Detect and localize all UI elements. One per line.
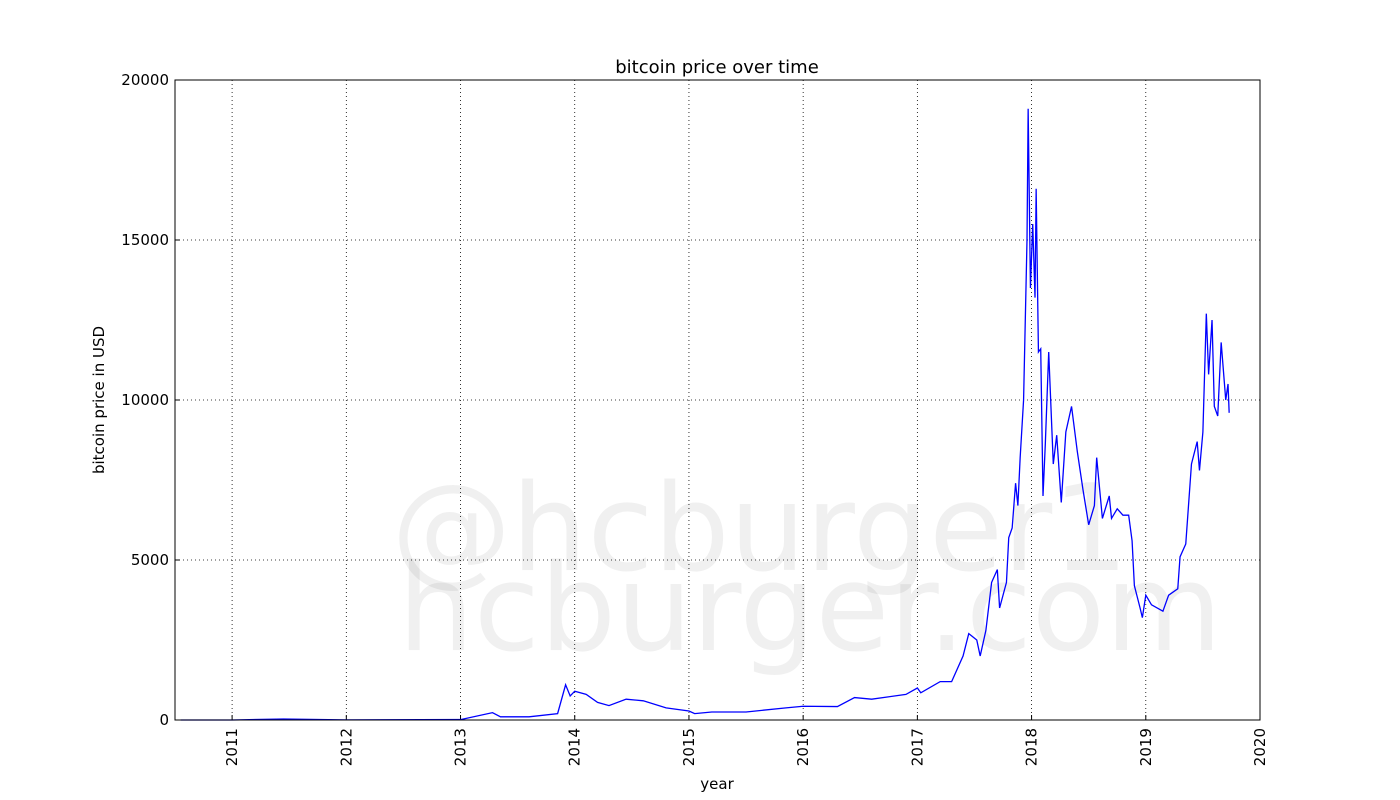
watermark: @hcburger1 bbox=[391, 460, 1128, 599]
x-tick-label: 2020 bbox=[1251, 728, 1269, 766]
x-tick-label: 2012 bbox=[337, 728, 355, 766]
y-tick-label: 15000 bbox=[121, 231, 169, 249]
x-tick-label: 2013 bbox=[452, 728, 470, 766]
chart-title: bitcoin price over time bbox=[615, 57, 819, 78]
x-tick-label: 2014 bbox=[566, 728, 584, 766]
y-tick-label: 5000 bbox=[131, 551, 169, 569]
x-tick-label: 2015 bbox=[680, 728, 698, 766]
plot-frame bbox=[174, 79, 1261, 721]
x-tick-label: 2016 bbox=[794, 728, 812, 766]
y-tick-label: 20000 bbox=[121, 71, 169, 89]
y-tick-label: 10000 bbox=[121, 391, 169, 409]
x-tick-label: 2019 bbox=[1137, 728, 1155, 766]
watermark: hcburger.com bbox=[398, 540, 1222, 679]
y-axis-label: bitcoin price in USD bbox=[90, 326, 108, 474]
y-tick-label: 0 bbox=[159, 711, 169, 729]
x-tick-label: 2017 bbox=[908, 728, 926, 766]
price-line bbox=[180, 108, 1230, 721]
x-tick-label: 2011 bbox=[223, 728, 241, 766]
x-axis-label: year bbox=[700, 775, 734, 793]
x-tick-label: 2018 bbox=[1023, 728, 1041, 766]
